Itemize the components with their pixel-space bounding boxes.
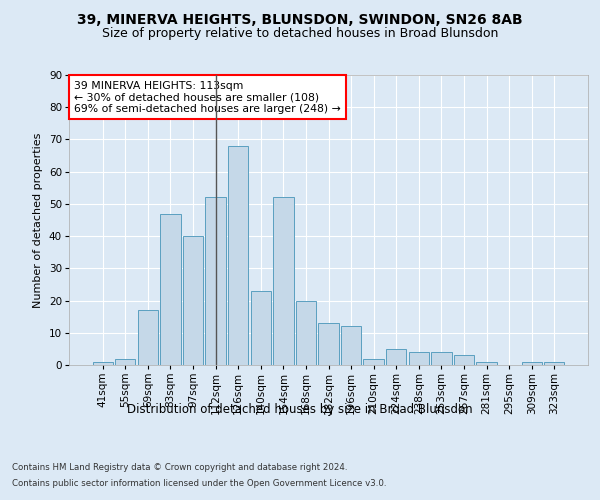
- Bar: [228, 146, 248, 365]
- Bar: [138, 310, 158, 365]
- Bar: [251, 291, 271, 365]
- Bar: [115, 358, 136, 365]
- Bar: [273, 198, 293, 365]
- Text: 39 MINERVA HEIGHTS: 113sqm
← 30% of detached houses are smaller (108)
69% of sem: 39 MINERVA HEIGHTS: 113sqm ← 30% of deta…: [74, 81, 341, 114]
- Bar: [364, 358, 384, 365]
- Y-axis label: Number of detached properties: Number of detached properties: [34, 132, 43, 308]
- Bar: [205, 198, 226, 365]
- Text: Size of property relative to detached houses in Broad Blunsdon: Size of property relative to detached ho…: [102, 28, 498, 40]
- Bar: [386, 349, 406, 365]
- Bar: [454, 356, 474, 365]
- Bar: [92, 362, 113, 365]
- Bar: [341, 326, 361, 365]
- Text: 39, MINERVA HEIGHTS, BLUNSDON, SWINDON, SN26 8AB: 39, MINERVA HEIGHTS, BLUNSDON, SWINDON, …: [77, 12, 523, 26]
- Bar: [476, 362, 497, 365]
- Text: Contains HM Land Registry data © Crown copyright and database right 2024.: Contains HM Land Registry data © Crown c…: [12, 462, 347, 471]
- Bar: [319, 323, 338, 365]
- Bar: [160, 214, 181, 365]
- Bar: [409, 352, 429, 365]
- Bar: [521, 362, 542, 365]
- Bar: [183, 236, 203, 365]
- Bar: [296, 300, 316, 365]
- Bar: [431, 352, 452, 365]
- Text: Distribution of detached houses by size in Broad Blunsdon: Distribution of detached houses by size …: [127, 402, 473, 415]
- Text: Contains public sector information licensed under the Open Government Licence v3: Contains public sector information licen…: [12, 479, 386, 488]
- Bar: [544, 362, 565, 365]
